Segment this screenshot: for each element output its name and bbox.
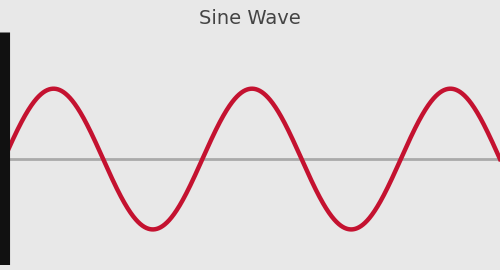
Title: Sine Wave: Sine Wave	[199, 9, 301, 28]
